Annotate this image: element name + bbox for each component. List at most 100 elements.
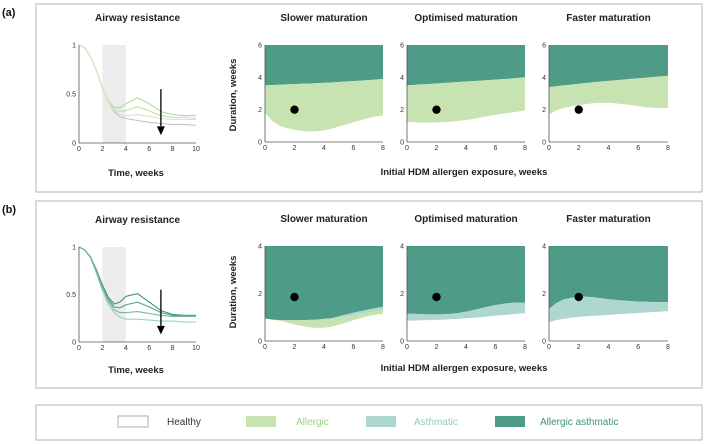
y-tick-label: 0 xyxy=(258,339,262,346)
y-tick-label: 2 xyxy=(400,291,404,298)
chart-title: Airway resistance xyxy=(95,13,180,24)
y-tick-label: 4 xyxy=(258,75,262,82)
chart-title: Optimised maturation xyxy=(414,214,517,225)
marker-point xyxy=(432,105,441,114)
legend-allergic-label: Allergic xyxy=(296,417,329,428)
chart-a-airway-resistance: 0 2 4 6 8 10 0 0.5 1 Airway resistance xyxy=(66,13,200,153)
x-tick-label: 8 xyxy=(666,145,670,152)
x-tick-label: 2 xyxy=(100,146,104,153)
y-tick-label: 0 xyxy=(258,140,262,147)
y-tick-label: 4 xyxy=(542,244,546,251)
y-tick-label: 2 xyxy=(258,291,262,298)
series-line-3 xyxy=(78,44,196,121)
region-allergic xyxy=(549,75,668,115)
y-tick-label: 0 xyxy=(542,140,546,147)
region-asthmatic xyxy=(331,306,383,319)
y-tick-label: 2 xyxy=(542,291,546,298)
legend-allergic-swatch xyxy=(246,416,276,427)
a-ylabel: Duration, weeks xyxy=(228,59,239,132)
chart-title: Slower maturation xyxy=(280,214,367,225)
a-xlabel: Initial HDM allergen exposure, weeks xyxy=(381,167,548,178)
x-tick-label: 10 xyxy=(192,345,200,352)
x-tick-label: 6 xyxy=(352,145,356,152)
x-tick-label: 6 xyxy=(494,344,498,351)
b-airway-xlabel: Time, weeks xyxy=(108,365,164,376)
x-tick-label: 2 xyxy=(435,145,439,152)
x-tick-label: 8 xyxy=(666,344,670,351)
x-tick-label: 2 xyxy=(293,145,297,152)
x-tick-label: 6 xyxy=(147,146,151,153)
trend-arrow-head xyxy=(156,325,165,335)
x-tick-label: 8 xyxy=(171,146,175,153)
series-line-1 xyxy=(78,44,196,117)
x-tick-label: 6 xyxy=(147,345,151,352)
x-tick-label: 4 xyxy=(464,344,468,351)
series-line-1 xyxy=(78,246,196,316)
x-tick-label: 0 xyxy=(263,145,267,152)
chart-a-optimised-maturation: 0 2 4 6 8 0 2 4 6 Optimised maturation xyxy=(400,13,527,152)
x-tick-label: 6 xyxy=(636,145,640,152)
y-tick-label: 2 xyxy=(542,107,546,114)
x-tick-label: 6 xyxy=(636,344,640,351)
b-ylabel: Duration, weeks xyxy=(228,256,239,329)
y-tick-label: 0 xyxy=(72,141,76,148)
legend-frame xyxy=(35,404,703,441)
series-line-0 xyxy=(78,246,196,323)
y-tick-label: 1 xyxy=(72,245,76,252)
marker-point xyxy=(574,292,583,302)
series-line-2 xyxy=(78,246,196,316)
x-tick-label: 8 xyxy=(523,344,527,351)
chart-b-slower-maturation: 0 2 4 6 8 0 2 4 Slower maturation xyxy=(258,214,385,351)
chart-title: Slower maturation xyxy=(280,13,367,24)
x-tick-label: 10 xyxy=(192,146,200,153)
y-tick-label: 0.5 xyxy=(66,292,76,299)
y-tick-label: 4 xyxy=(258,244,262,251)
region-allergic xyxy=(265,309,383,328)
legend-allergic-asthmatic-swatch xyxy=(495,416,525,427)
marker-point xyxy=(290,105,299,114)
y-tick-label: 6 xyxy=(542,43,546,50)
y-tick-label: 2 xyxy=(400,107,404,114)
chart-title: Airway resistance xyxy=(95,215,180,226)
x-tick-label: 0 xyxy=(405,145,409,152)
y-tick-label: 6 xyxy=(258,43,262,50)
x-tick-label: 0 xyxy=(405,344,409,351)
panel-b-label: (b) xyxy=(2,204,16,216)
y-tick-label: 0 xyxy=(72,340,76,347)
x-tick-label: 2 xyxy=(435,344,439,351)
chart-title: Faster maturation xyxy=(566,214,650,225)
series-line-2 xyxy=(78,44,197,120)
y-tick-label: 2 xyxy=(258,107,262,114)
x-tick-label: 0 xyxy=(77,345,81,352)
x-tick-label: 6 xyxy=(352,344,356,351)
x-tick-label: 4 xyxy=(322,344,326,351)
x-tick-label: 2 xyxy=(577,145,581,152)
x-tick-label: 4 xyxy=(124,146,128,153)
y-tick-label: 6 xyxy=(400,43,404,50)
y-tick-label: 0 xyxy=(400,339,404,346)
legend-asthmatic-swatch xyxy=(366,416,396,427)
b-xlabel: Initial HDM allergen exposure, weeks xyxy=(381,363,548,374)
x-tick-label: 6 xyxy=(494,145,498,152)
marker-point xyxy=(574,105,583,114)
region-asthmatic xyxy=(407,302,525,321)
chart-title: Optimised maturation xyxy=(414,13,517,24)
x-tick-label: 4 xyxy=(124,345,128,352)
x-tick-label: 2 xyxy=(577,344,581,351)
chart-b-faster-maturation: 0 2 4 6 8 0 2 4 Faster maturation xyxy=(542,214,670,351)
y-tick-label: 0.5 xyxy=(66,92,76,99)
x-tick-label: 8 xyxy=(171,345,175,352)
y-tick-label: 4 xyxy=(542,75,546,82)
x-tick-label: 0 xyxy=(547,344,551,351)
legend-allergic-asthmatic-label: Allergic asthmatic xyxy=(540,417,618,428)
x-tick-label: 0 xyxy=(263,344,267,351)
shaded-exposure-window xyxy=(102,247,126,342)
x-tick-label: 8 xyxy=(381,145,385,152)
x-tick-label: 4 xyxy=(607,344,611,351)
chart-title: Faster maturation xyxy=(566,13,650,24)
region-asthmatic xyxy=(549,296,668,322)
chart-b-airway-resistance: 0 2 4 6 8 10 0 0.5 1 Airway resistance xyxy=(66,215,200,352)
x-tick-label: 4 xyxy=(464,145,468,152)
y-tick-label: 0 xyxy=(542,339,546,346)
